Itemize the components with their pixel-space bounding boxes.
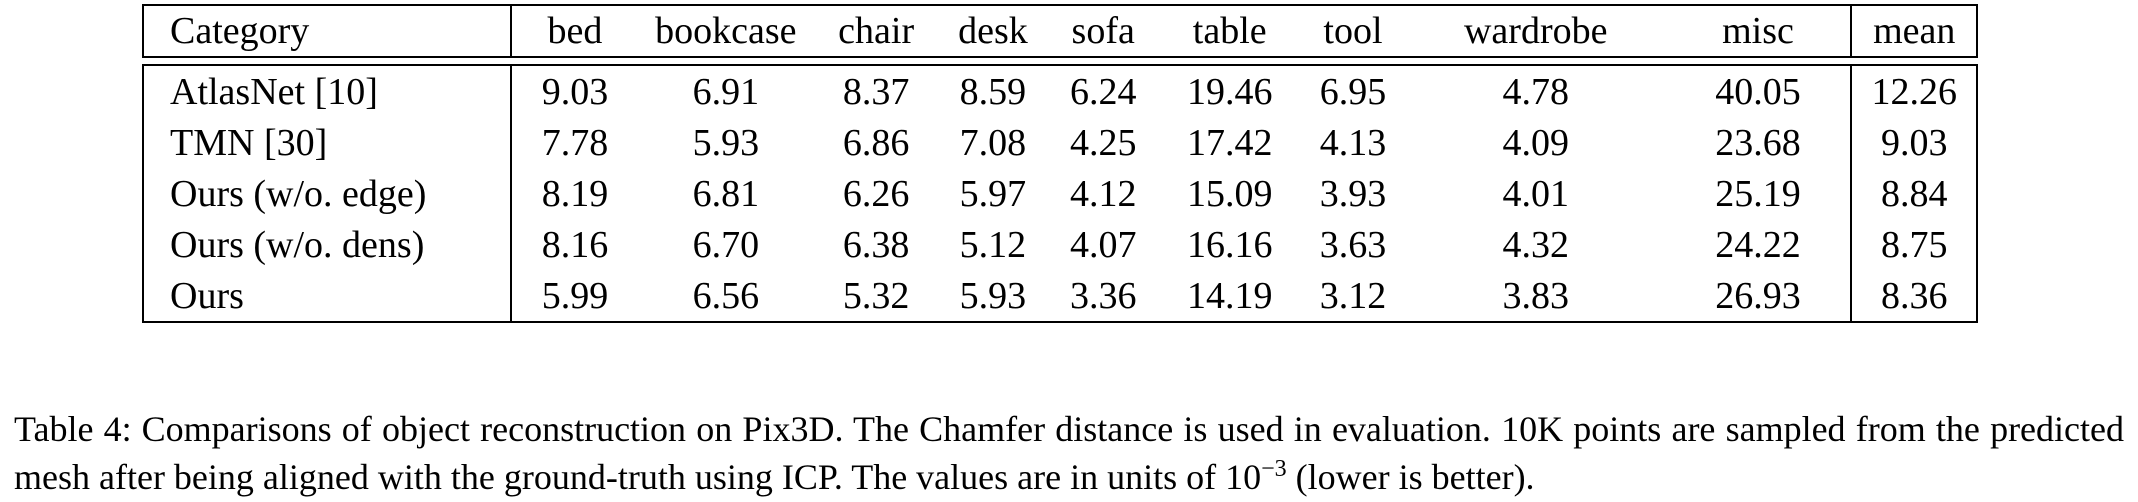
cell-desk: 5.12 [959,223,1027,266]
header-misc: misc [1665,4,1853,58]
cell-tool: 4.13 [1319,121,1387,164]
cell-misc: 40.05 [1665,64,1853,117]
cell-sofa: 6.24 [1046,64,1160,117]
cell-bed: 8.16 [541,223,609,266]
method-name: TMN [30] [142,117,512,168]
header-desk: desk [938,4,1047,58]
header-row: Category bed bookcase chair desk sofa ta… [142,4,1978,58]
cell-tool: 3.12 [1300,270,1406,323]
cell-desk: 5.93 [938,270,1047,323]
cell-tool: 6.95 [1300,64,1406,117]
cell-bookcase: 6.70 [692,223,760,266]
cell-table: 14.19 [1159,270,1300,323]
cell-misc: 24.22 [1665,219,1853,270]
results-table: Category bed bookcase chair desk sofa ta… [142,4,1978,323]
cell-bookcase: 6.91 [638,64,814,117]
table-caption: Table 4: Comparisons of object reconstruc… [14,405,2124,501]
cell-tool: 3.63 [1319,223,1387,266]
table-row: Ours (w/o. dens) 8.16 6.70 6.38 5.12 4.07 16.1… [142,219,1978,270]
table-row: Ours 5.99 6.56 5.32 5.93 3.36 14.19 3.12 3.83 26.… [142,270,1978,323]
cell-bed: 5.99 [510,270,639,323]
cell-sofa: 3.36 [1046,270,1160,323]
table-row: Ours (w/o. edge) 8.19 6.81 6.26 5.97 4.12 15.0… [142,168,1978,219]
cell-wardrobe: 4.32 [1502,223,1569,266]
cell-mean: 12.26 [1851,64,1978,117]
method-name: AtlasNet [10] [142,64,512,117]
cell-wardrobe: 3.83 [1405,270,1666,323]
cell-bookcase: 6.56 [638,270,814,323]
cell-mean: 9.03 [1851,117,1978,168]
cell-sofa: 4.12 [1069,172,1137,215]
method-name: Ours [142,270,512,323]
cell-bed: 9.03 [510,64,639,117]
cell-sofa: 4.07 [1069,223,1137,266]
cell-bookcase: 6.81 [692,172,760,215]
cell-table: 19.46 [1159,64,1300,117]
header-category: Category [142,4,512,58]
method-name: Ours (w/o. edge) [142,168,512,219]
cell-misc: 25.19 [1665,168,1853,219]
cell-bed: 8.19 [541,172,609,215]
cell-misc: 23.68 [1665,117,1853,168]
header-bookcase: bookcase [638,4,814,58]
caption-exponent: −3 [1261,456,1287,482]
header-tool: tool [1300,4,1406,58]
header-wardrobe: wardrobe [1405,4,1666,58]
cell-bookcase: 5.93 [692,121,760,164]
cell-wardrobe: 4.78 [1405,64,1666,117]
method-name: Ours (w/o. dens) [142,219,512,270]
cell-table: 17.42 [1186,121,1273,164]
cell-chair: 8.37 [813,64,939,117]
cell-tool: 3.93 [1319,172,1387,215]
cell-mean: 8.84 [1851,168,1978,219]
header-bed: bed [510,4,639,58]
cell-mean: 8.36 [1851,270,1978,323]
cell-table: 15.09 [1186,172,1273,215]
caption-text: Comparisons of object reconstruction on … [14,409,2125,497]
cell-desk: 5.97 [959,172,1027,215]
cell-desk: 8.59 [938,64,1047,117]
cell-chair: 6.26 [842,172,910,215]
cell-sofa: 4.25 [1069,121,1137,164]
cell-wardrobe: 4.01 [1502,172,1569,215]
header-table: table [1159,4,1300,58]
cell-chair: 6.86 [842,121,910,164]
header-chair: chair [813,4,939,58]
cell-misc: 26.93 [1665,270,1853,323]
cell-wardrobe: 4.09 [1502,121,1569,164]
caption-text-end: (lower is better). [1286,457,1535,497]
cell-table: 16.16 [1186,223,1273,266]
table-row: TMN [30] 7.78 5.93 6.86 7.08 4.25 17.42 4.13 4.0… [142,117,1978,168]
cell-chair: 5.32 [813,270,939,323]
cell-bed: 7.78 [541,121,609,164]
cell-mean: 8.75 [1851,219,1978,270]
cell-chair: 6.38 [842,223,910,266]
cell-desk: 7.08 [959,121,1027,164]
caption-label: Table 4: [14,409,132,449]
table-body: AtlasNet [10] 9.03 6.91 8.37 8.59 6.24 19.46 6.… [142,64,1978,323]
header-sofa: sofa [1046,4,1160,58]
table-row: AtlasNet [10] 9.03 6.91 8.37 8.59 6.24 19.46 6.… [142,64,1978,117]
header-mean: mean [1851,4,1978,58]
